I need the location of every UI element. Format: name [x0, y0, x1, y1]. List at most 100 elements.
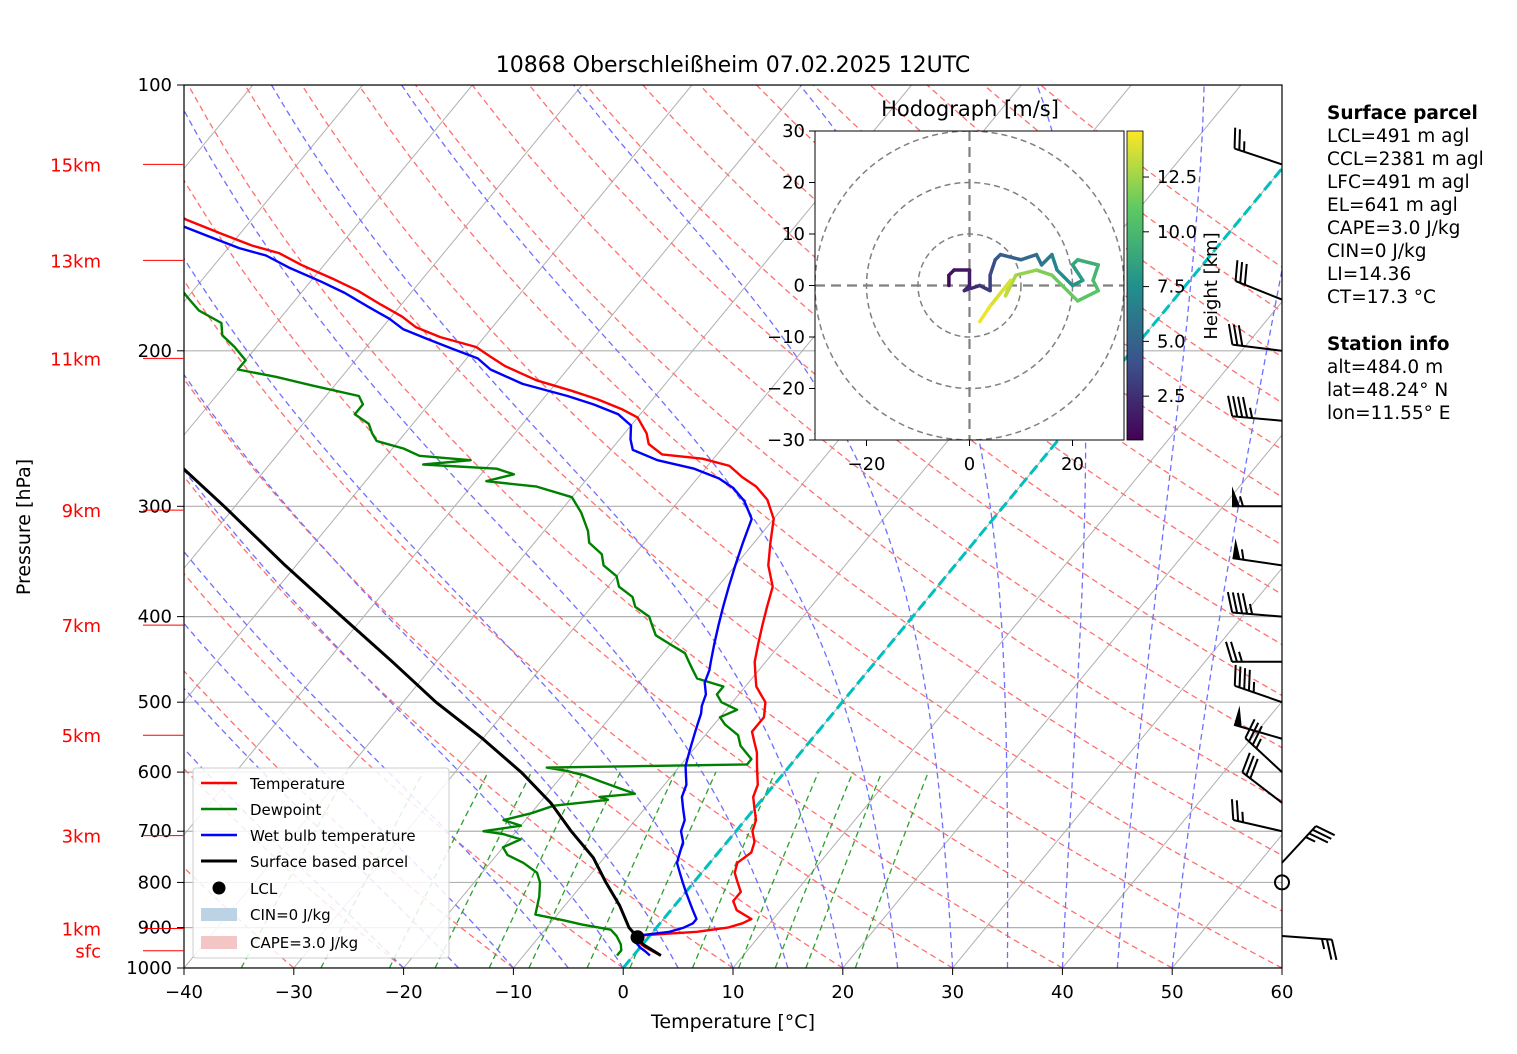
hodograph-segment	[1050, 273, 1080, 303]
moist-adiabat	[184, 687, 459, 968]
y-tick-label: 300	[138, 496, 172, 517]
x-tick-label: 10	[722, 982, 745, 1003]
wind-barb-half-flag	[1248, 603, 1254, 615]
mixing-ratio-line	[488, 771, 584, 968]
hodograph-y-tick-label: 20	[782, 173, 805, 194]
wind-barb-pennant	[1232, 486, 1240, 507]
dry-adiabat	[184, 279, 953, 968]
dry-adiabat	[187, 85, 1173, 968]
hodograph-y-tick-label: 0	[794, 276, 805, 297]
legend-label-wetbulb: Wet bulb temperature	[250, 827, 416, 845]
wind-barb-half-flag	[1249, 407, 1254, 419]
moist-adiabat	[270, 85, 844, 968]
wind-barb-half-flag	[1241, 811, 1245, 823]
wind-barb	[1233, 127, 1283, 166]
y-tick-label: 800	[138, 872, 172, 893]
wind-barb-half-flag	[1255, 738, 1262, 749]
surface-parcel-li: LI=14.36	[1327, 264, 1412, 285]
hodograph-y-tick-label: −30	[767, 430, 805, 451]
wind-barb-staff	[1233, 723, 1283, 740]
wind-barb-flag	[1245, 755, 1255, 776]
hodograph-segment	[1070, 278, 1085, 288]
wind-barb-flag	[1230, 799, 1235, 821]
isotherm-line	[184, 85, 693, 703]
legend: Temperature Dewpoint Wet bulb temperatur…	[192, 767, 450, 959]
wind-barb	[1232, 538, 1283, 567]
wind-barb-flag	[1237, 325, 1244, 347]
hodograph-segment	[1055, 268, 1075, 288]
isotherm-line	[184, 85, 583, 570]
chart-title: 10868 Oberschleißheim 07.02.2025 12UTC	[496, 53, 971, 78]
wind-barb-pennant	[1234, 705, 1242, 727]
hodograph-segment	[978, 304, 992, 324]
x-tick-label: 50	[1161, 982, 1184, 1003]
wind-barb-staff	[1234, 684, 1283, 704]
mixing-ratio-line	[434, 771, 533, 968]
wind-barb	[1234, 260, 1283, 301]
wind-barb-flag	[1241, 593, 1249, 614]
height-marker-label: 13km	[50, 251, 101, 272]
dry-adiabat	[184, 377, 844, 968]
sounding-series	[184, 216, 775, 957]
wind-barb	[1232, 486, 1282, 508]
moist-adiabat	[1171, 266, 1282, 968]
surface-parcel-ct: CT=17.3 °C	[1327, 287, 1436, 308]
hodograph-segment	[1075, 258, 1100, 267]
moist-adiabat	[184, 469, 624, 968]
legend-label-cape: CAPE=3.0 J/kg	[250, 934, 358, 952]
wind-barbs	[1225, 127, 1338, 961]
y-tick-label: 600	[138, 762, 172, 783]
legend-patch-cin	[201, 908, 237, 921]
surface-parcel-ccl: CCL=2381 m agl	[1327, 149, 1484, 170]
legend-label-temperature: Temperature	[249, 775, 345, 793]
height-marker-label: 11km	[50, 349, 101, 370]
wind-barb-flag	[1241, 752, 1251, 773]
isotherm-line	[842, 434, 1282, 968]
wind-barb-flag	[1243, 668, 1247, 690]
hodograph-x-tick-label: 0	[964, 454, 975, 475]
x-tick-label: −30	[275, 982, 313, 1003]
wind-barb-flag	[1330, 939, 1338, 961]
wind-barb-flag	[1247, 669, 1251, 691]
wind-barb-flag	[1315, 825, 1336, 837]
wind-barb-flag	[1325, 939, 1333, 960]
x-axis-label: Temperature [°C]	[650, 1011, 815, 1033]
mixing-ratio-line	[586, 771, 676, 968]
hodograph-y-tick-label: −20	[767, 379, 805, 400]
wind-barb-flag	[1244, 718, 1256, 739]
hodograph-y-tick-label: 10	[782, 224, 805, 245]
height-marker-label: 1km	[62, 919, 101, 940]
wind-barb-flag	[1239, 262, 1244, 283]
wind-barb	[1233, 705, 1283, 740]
dewpoint-line	[184, 291, 753, 957]
hodograph-segment	[1050, 252, 1059, 272]
hodograph-segment	[998, 252, 1023, 262]
dry-adiabat	[301, 85, 1282, 912]
wind-barb-flag	[1233, 664, 1237, 686]
wind-barb-staff	[1232, 557, 1283, 567]
x-tick-label: −40	[165, 982, 203, 1003]
info-panel: Surface parcel LCL=491 m agl CCL=2381 m …	[1327, 102, 1512, 425]
y-tick-label: 100	[138, 75, 172, 96]
wind-barb	[1227, 395, 1283, 422]
colorbar-tick-label: 2.5	[1157, 386, 1186, 407]
y-axis-label: Pressure [hPa]	[13, 459, 35, 595]
isotherm-line	[952, 567, 1282, 968]
hodograph-segment	[1034, 268, 1054, 277]
mixing-ratio-line	[854, 771, 929, 968]
hodograph-x-tick-label: −20	[848, 454, 886, 475]
wind-barb-staff	[1241, 771, 1283, 804]
height-marker-label: 7km	[62, 616, 101, 637]
legend-patch-cape	[201, 936, 237, 949]
wind-barb	[1281, 825, 1336, 864]
hodograph-segment	[1019, 252, 1039, 262]
wind-barb-flag	[1308, 832, 1329, 844]
y-tick-label: 500	[138, 692, 172, 713]
wetbulb-line	[184, 225, 753, 957]
hodograph-y-tick-label: 30	[782, 121, 805, 142]
mixing-ratio-line	[805, 771, 883, 968]
wind-barb-half-flag	[1305, 836, 1316, 843]
wind-barb-staff	[1244, 737, 1283, 773]
lcl-marker	[630, 930, 645, 945]
